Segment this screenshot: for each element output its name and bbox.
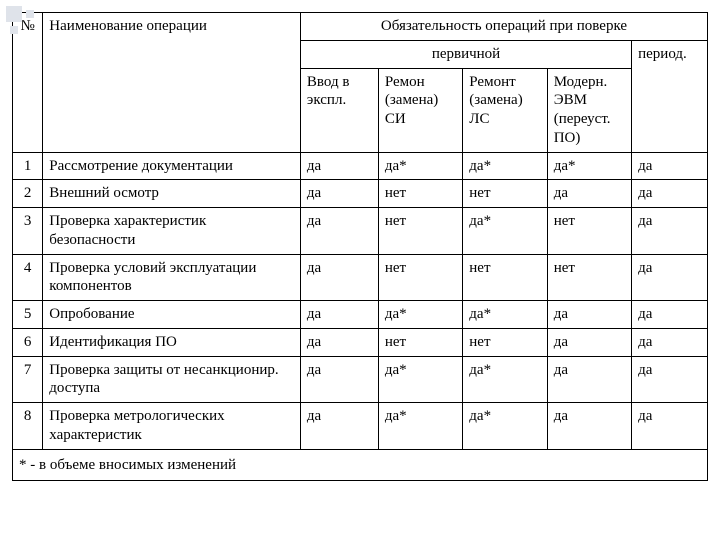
row-value: да (632, 180, 708, 208)
row-value: да (547, 403, 631, 450)
footnote: * - в объеме вносимых изменений (13, 449, 708, 481)
table-row: 4Проверка условий эксплуатации компонент… (13, 254, 708, 301)
row-value: да (300, 180, 378, 208)
row-value: да (300, 403, 378, 450)
row-value: да (300, 254, 378, 301)
row-name: Проверка защиты от несанкционир. доступа (43, 356, 301, 403)
row-value: нет (378, 180, 462, 208)
header-vvod: Ввод в экспл. (300, 68, 378, 152)
operations-table: № Наименование операции Обязательность о… (12, 12, 708, 481)
header-period: период. (632, 40, 708, 152)
table-row: 3Проверка характеристик безопасностидане… (13, 208, 708, 255)
row-number: 5 (13, 301, 43, 329)
row-value: да (300, 208, 378, 255)
row-value: да (547, 356, 631, 403)
row-value: да* (463, 208, 547, 255)
row-number: 4 (13, 254, 43, 301)
row-value: да (632, 356, 708, 403)
table-row: 6Идентификация ПОданетнетдада (13, 328, 708, 356)
row-value: нет (378, 254, 462, 301)
row-value: да (547, 180, 631, 208)
row-name: Рассмотрение документации (43, 152, 301, 180)
row-name: Опробование (43, 301, 301, 329)
row-value: да* (463, 403, 547, 450)
header-rem-si: Ремон (замена) СИ (378, 68, 462, 152)
row-name: Проверка метрологических характеристик (43, 403, 301, 450)
row-value: да (300, 328, 378, 356)
row-number: 8 (13, 403, 43, 450)
row-value: нет (378, 328, 462, 356)
table-row: 7Проверка защиты от несанкционир. доступ… (13, 356, 708, 403)
row-value: да* (463, 301, 547, 329)
row-number: 6 (13, 328, 43, 356)
row-number: 1 (13, 152, 43, 180)
row-value: да* (378, 403, 462, 450)
row-value: нет (463, 254, 547, 301)
row-value: да* (378, 152, 462, 180)
row-value: да (300, 356, 378, 403)
table-row: 1Рассмотрение документациидада*да*да*да (13, 152, 708, 180)
row-value: да (632, 328, 708, 356)
table-row: 2Внешний осмотрданетнетдада (13, 180, 708, 208)
row-value: да (632, 254, 708, 301)
row-value: да* (378, 301, 462, 329)
row-value: да* (463, 152, 547, 180)
row-name: Идентификация ПО (43, 328, 301, 356)
row-name: Проверка характеристик безопасности (43, 208, 301, 255)
row-value: да (547, 301, 631, 329)
row-value: да* (547, 152, 631, 180)
row-value: да* (378, 356, 462, 403)
header-primary: первичной (300, 40, 631, 68)
table-row: 5Опробованиедада*да*дада (13, 301, 708, 329)
row-value: да (632, 403, 708, 450)
table-row: 8Проверка метрологических характеристикд… (13, 403, 708, 450)
row-value: да (632, 301, 708, 329)
row-value: нет (547, 208, 631, 255)
row-value: нет (463, 180, 547, 208)
row-number: 3 (13, 208, 43, 255)
row-value: да* (463, 356, 547, 403)
row-value: да (632, 208, 708, 255)
row-value: да (547, 328, 631, 356)
header-main: Обязательность операций при поверке (300, 13, 707, 41)
row-number: 2 (13, 180, 43, 208)
row-value: да (300, 301, 378, 329)
row-value: нет (547, 254, 631, 301)
row-value: нет (463, 328, 547, 356)
header-modern: Модерн. ЭВМ (переуст. ПО) (547, 68, 631, 152)
row-value: да (300, 152, 378, 180)
row-number: 7 (13, 356, 43, 403)
row-value: да (632, 152, 708, 180)
header-name: Наименование операции (43, 13, 301, 153)
row-value: нет (378, 208, 462, 255)
row-name: Внешний осмотр (43, 180, 301, 208)
row-name: Проверка условий эксплуатации компоненто… (43, 254, 301, 301)
header-rem-ls: Ремонт (замена) ЛС (463, 68, 547, 152)
